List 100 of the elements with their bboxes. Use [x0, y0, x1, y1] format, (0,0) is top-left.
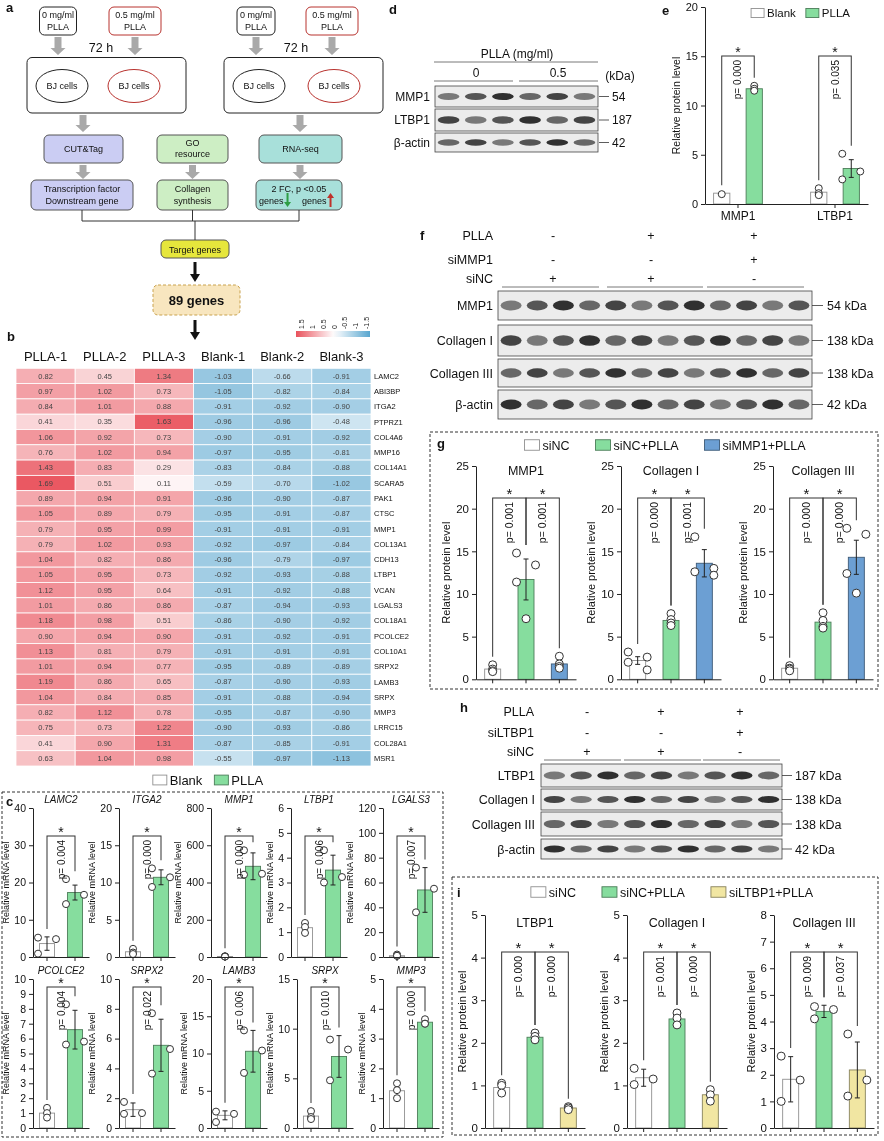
y-tick-label: 5 [370, 972, 377, 985]
text: + [583, 745, 591, 759]
annotation: * [657, 939, 664, 956]
text: d [389, 2, 397, 17]
y-tick-label: 7 [760, 935, 767, 948]
point [776, 1096, 786, 1106]
y-tick-label: 2 [20, 1092, 27, 1105]
y-tick-label: 0 [370, 950, 377, 963]
x-tick-label: PLLA-1 [23, 349, 68, 364]
y-tick-label: 5 [471, 909, 478, 922]
annotation: * [837, 939, 844, 956]
text: 42 [612, 135, 626, 150]
y-tick-label: 7 [20, 1017, 27, 1030]
legend-label: PLLA [231, 772, 264, 788]
y-tick-label: 0 [278, 950, 285, 963]
y-tick-label: 0 [106, 950, 113, 963]
y-tick-label: 4 [278, 851, 285, 864]
y-tick-label: 3 [20, 1077, 27, 1090]
annotation: * [506, 485, 513, 502]
y-tick-label: 15 [100, 839, 113, 852]
legend-label: siNC [542, 438, 570, 453]
point [62, 1040, 70, 1049]
y-axis-title: Relative protein level [597, 970, 610, 1073]
legend-label: siLTBP1+PLLA [728, 885, 814, 900]
text: PLLA [46, 22, 70, 32]
annotation: p= 0.001 [536, 501, 549, 544]
y-tick-label: 8 [106, 1002, 113, 1015]
annotation: * [322, 975, 329, 991]
text: + [750, 253, 758, 267]
y-tick-label: 5 [760, 989, 767, 1002]
chart-title: LAMC2 [44, 794, 79, 805]
y-tick-label: 0 [198, 1121, 205, 1134]
y-tick-label: 10 [100, 876, 113, 889]
y-tick-label: 20 [456, 502, 469, 515]
y-tick-label: 3 [760, 1042, 767, 1055]
chart-title: MMP1 [507, 464, 545, 478]
y-tick-label: 6 [106, 1032, 113, 1045]
point [393, 1079, 401, 1088]
point [148, 1069, 156, 1078]
text: BJ cells [243, 81, 275, 91]
text: e [662, 3, 670, 18]
text: 42 kDa [795, 842, 835, 857]
chart-title: SRPX2 [130, 965, 164, 976]
y-tick-label: 1 [471, 1079, 478, 1092]
y-tick-label: 10 [192, 1047, 205, 1060]
y-tick-label: 0 [20, 1121, 27, 1134]
annotation: p= 0.000 [233, 839, 245, 880]
annotation: p= 0.000 [732, 59, 744, 100]
annotation: * [836, 485, 843, 502]
y-tick-label: 600 [186, 839, 205, 852]
y-tick-label: 5 [462, 630, 469, 643]
y-axis-title: Relative mRNA level [356, 1012, 367, 1095]
annotation: p= 0.000 [833, 501, 846, 544]
annotation: p= 0.000 [648, 501, 661, 544]
y-tick-label: 25 [753, 460, 766, 473]
y-tick-label: 4 [370, 1002, 377, 1015]
chart-title: LAMB3 [222, 965, 256, 976]
text: Transcription factor [43, 184, 121, 194]
annotation: * [684, 485, 691, 502]
y-tick-label: 3 [278, 876, 285, 889]
chart-title: MMP1 [224, 794, 254, 805]
legend-label: Blank [767, 7, 797, 20]
y-axis-title: Relative protein level [585, 521, 598, 624]
text: PLLA [123, 22, 147, 32]
y-tick-label: 10 [14, 913, 27, 926]
x-tick-label: Blank-1 [201, 349, 246, 364]
legend-label: PLLA [821, 7, 851, 20]
text: 138 kDa [827, 366, 874, 381]
annotation: p= 0.000 [545, 955, 558, 998]
chart-title: MMP3 [396, 965, 426, 976]
text: - [550, 253, 556, 267]
annotation: p= 0.000 [687, 955, 700, 998]
text: siNC [506, 745, 534, 759]
legend-label: Blank [169, 772, 203, 788]
y-tick-label: 20 [364, 926, 377, 939]
text: siLTBP1 [487, 726, 535, 740]
y-tick-label: 0 [462, 673, 469, 686]
y-tick-label: 5 [691, 148, 698, 161]
y-tick-label: 15 [278, 972, 291, 985]
annotation: p= 0.010 [319, 990, 331, 1031]
annotation: p= 0.004 [55, 839, 67, 880]
annotation: p= 0.006 [313, 839, 325, 880]
chart-title: Collagen I [648, 916, 706, 930]
annotation: * [58, 824, 65, 840]
annotation: p= 0.035 [829, 59, 841, 100]
y-axis-title: Relative protein level [455, 970, 468, 1073]
annotation: p= 0.006 [233, 990, 245, 1031]
chart-title: PCOLCE2 [37, 965, 85, 976]
y-tick-label: 10 [456, 588, 469, 601]
text: PLLA [320, 22, 344, 32]
text: - [737, 745, 743, 759]
y-axis-title: Relative protein level [744, 970, 757, 1073]
y-tick-label: 4 [760, 1015, 768, 1028]
text: Collagen [174, 184, 211, 194]
text: 72 h [283, 41, 309, 55]
annotation: * [690, 939, 697, 956]
text: genes [259, 196, 285, 206]
y-tick-label: 800 [186, 801, 205, 814]
point [412, 908, 420, 917]
text: c [6, 794, 14, 809]
